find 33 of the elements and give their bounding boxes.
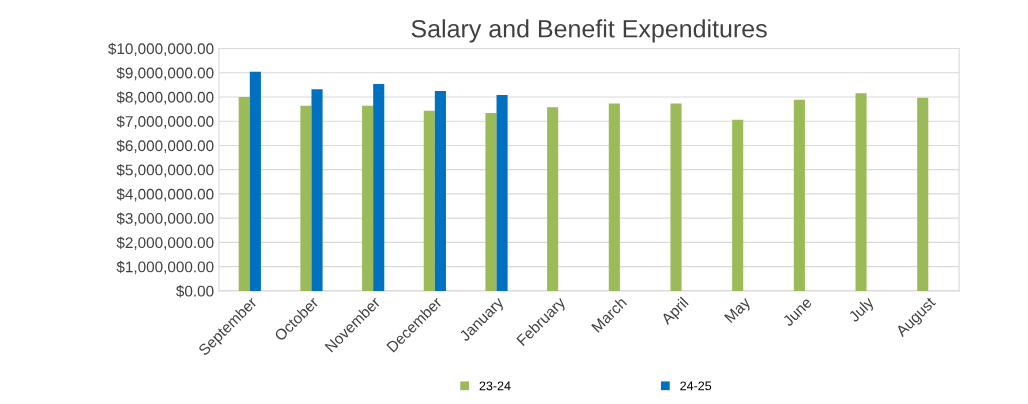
y-tick-label: $5,000,000.00 — [116, 163, 214, 178]
bar — [547, 107, 559, 291]
y-tick-label: $2,000,000.00 — [116, 236, 214, 250]
legend-label: 24-25 — [680, 381, 712, 391]
bar — [300, 105, 312, 291]
bar — [732, 119, 744, 291]
bar — [855, 93, 867, 291]
bar — [362, 105, 374, 291]
bar — [793, 99, 805, 291]
y-tick-label: $8,000,000.00 — [116, 91, 214, 105]
legend-label: 23-24 — [479, 381, 511, 391]
y-tick-label: $7,000,000.00 — [116, 115, 214, 129]
bar — [485, 112, 497, 291]
bar — [249, 71, 261, 291]
bar — [373, 84, 385, 291]
x-tick-label: May — [724, 296, 754, 326]
chart-title: Salary and Benefit Expenditures — [411, 19, 767, 43]
y-tick-label: $3,000,000.00 — [116, 212, 214, 226]
y-tick-label: $6,000,000.00 — [116, 139, 214, 153]
bar — [670, 103, 682, 291]
y-tick-label: $4,000,000.00 — [116, 188, 214, 202]
bar — [917, 97, 929, 291]
y-tick-label: $0.00 — [176, 285, 214, 298]
bar — [496, 95, 508, 291]
bar — [434, 90, 446, 291]
bar — [608, 103, 620, 291]
x-tick-label: July — [847, 295, 877, 325]
bar — [238, 96, 250, 291]
y-tick-label: $1,000,000.00 — [116, 260, 214, 275]
y-tick-label: $10,000,000.00 — [108, 42, 214, 56]
bar — [423, 110, 435, 291]
bar — [311, 89, 323, 291]
y-tick-label: $9,000,000.00 — [116, 66, 214, 81]
